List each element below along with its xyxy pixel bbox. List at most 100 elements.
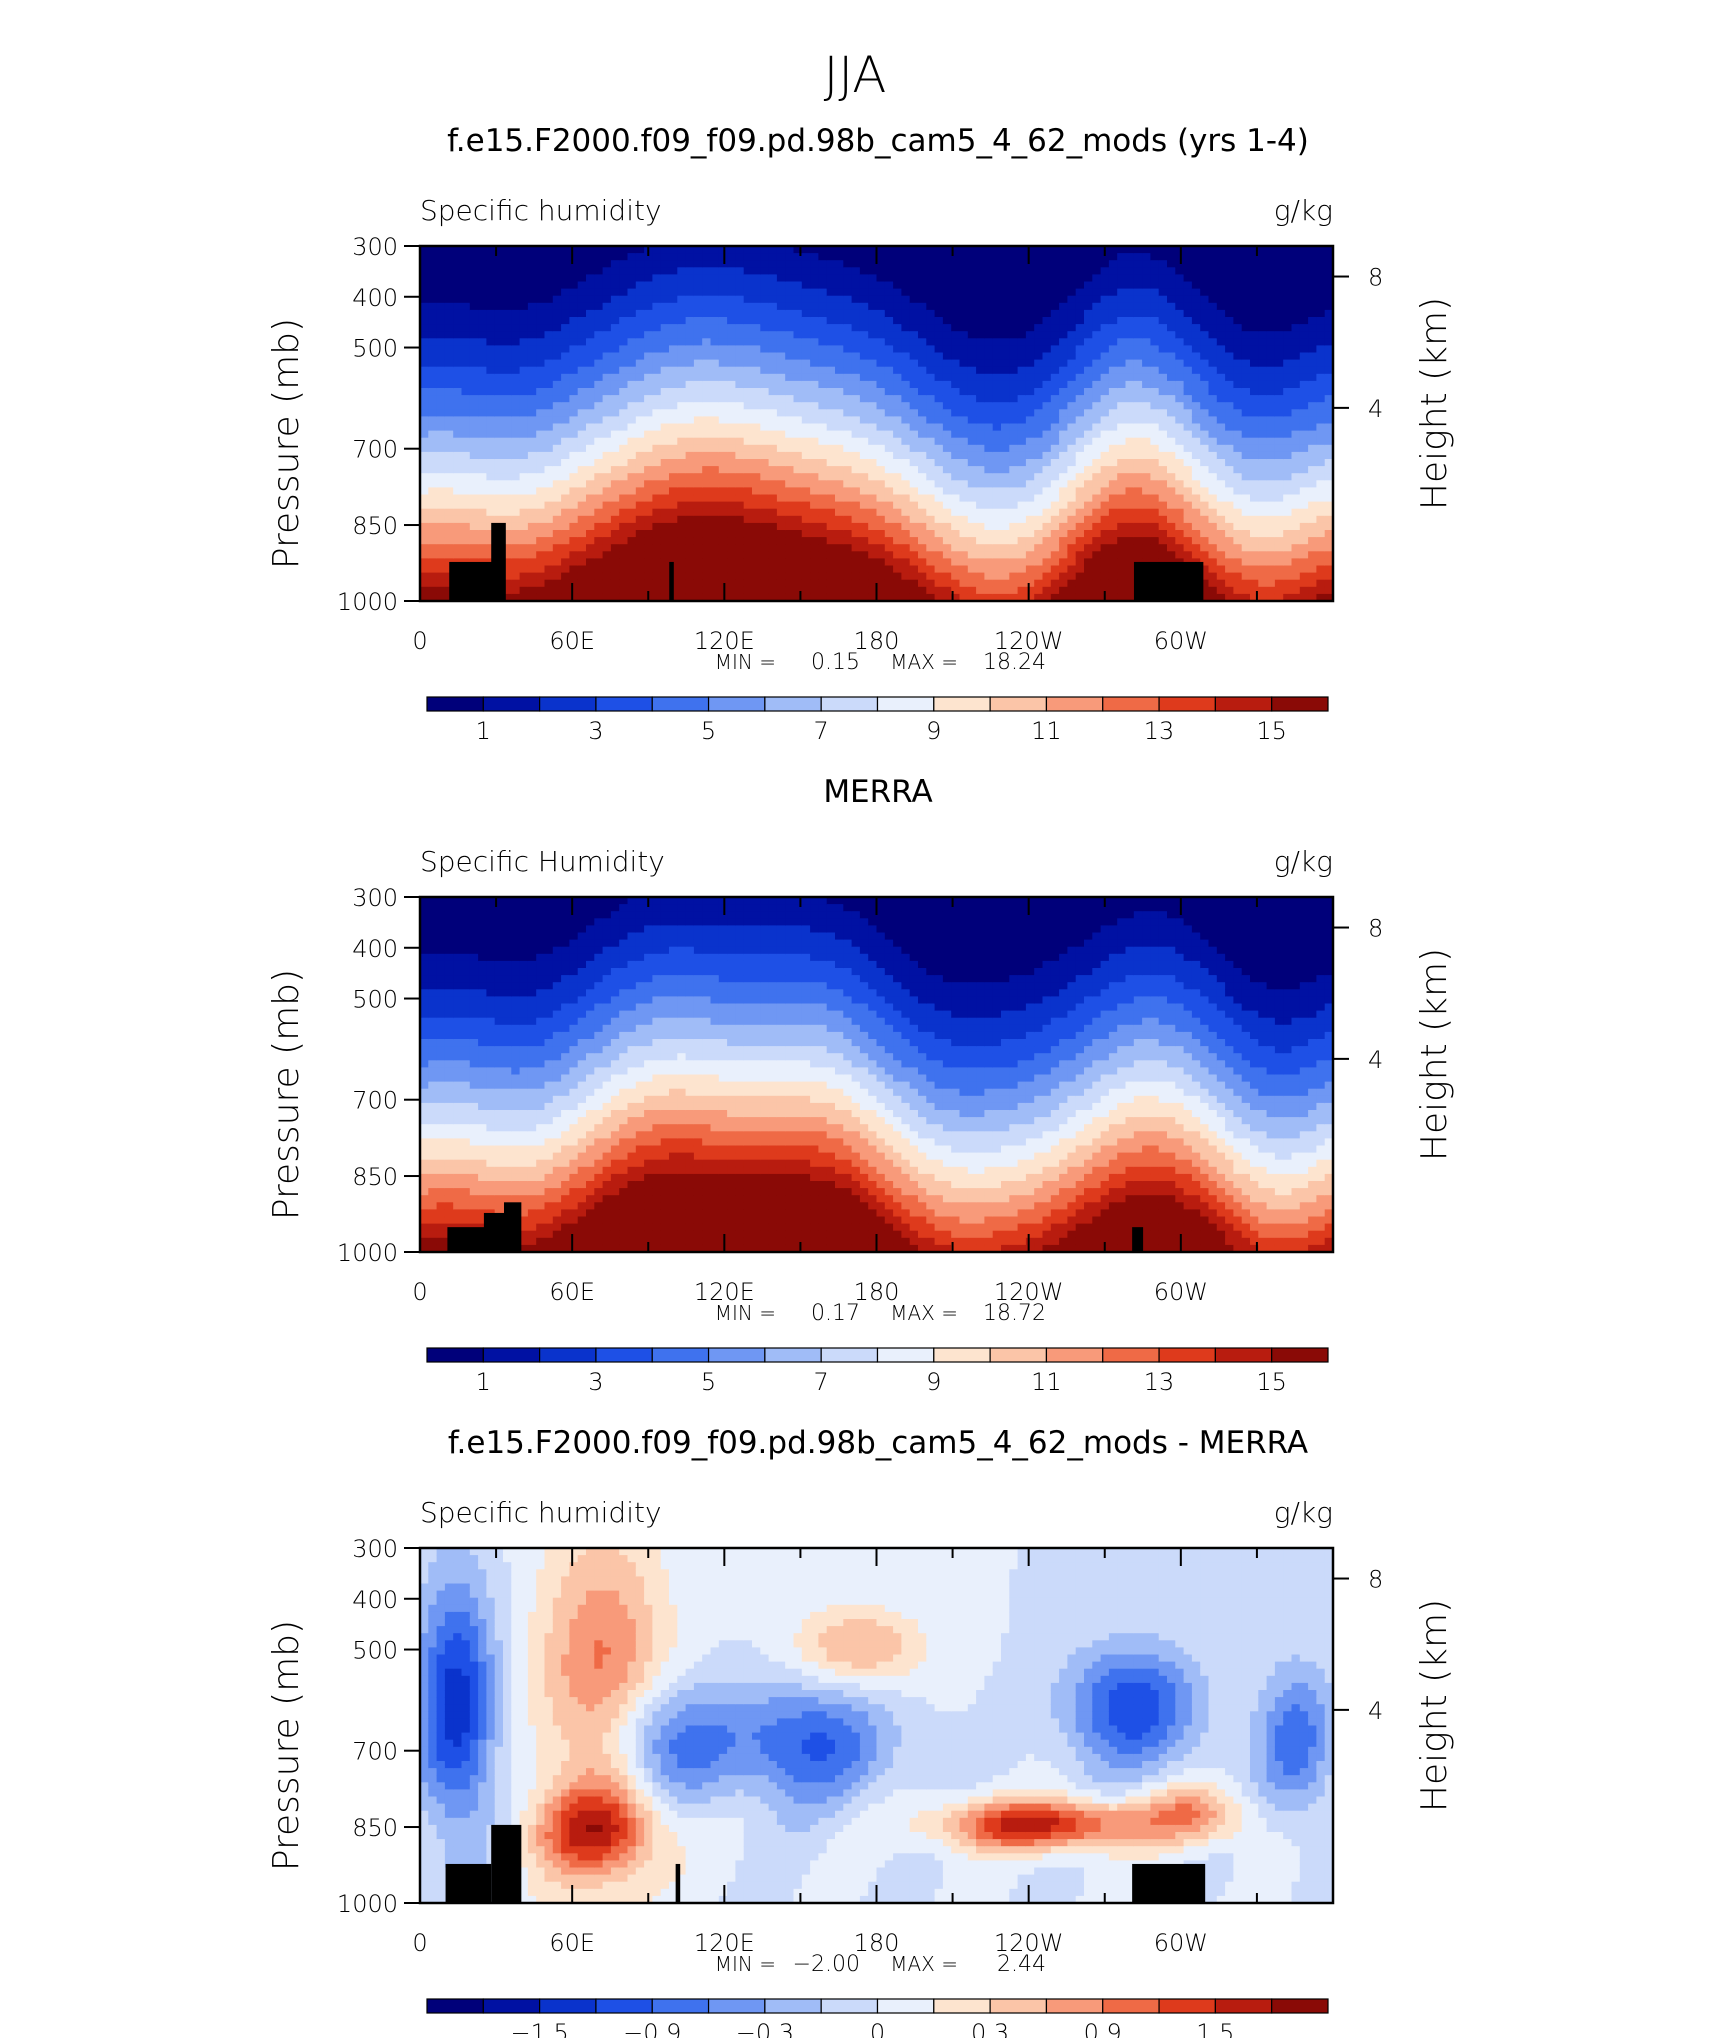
field-cell: [511, 537, 521, 545]
field-cell: [776, 551, 786, 559]
field-cell: [1191, 302, 1201, 311]
field-cell: [934, 515, 944, 524]
field-cell: [1108, 260, 1118, 268]
field-cell: [652, 380, 662, 389]
field-cell: [461, 352, 471, 361]
field-cell: [951, 515, 961, 524]
field-cell: [453, 402, 463, 410]
field-cell: [436, 373, 446, 382]
field-cell: [577, 416, 587, 425]
field-cell: [951, 324, 961, 332]
field-cell: [918, 253, 927, 261]
field-cell: [835, 281, 844, 290]
field-cell: [967, 572, 977, 581]
field-cell: [685, 260, 695, 268]
field-cell: [1241, 253, 1251, 261]
field-cell: [702, 274, 712, 283]
field-cell: [752, 288, 761, 297]
field-cell: [918, 508, 927, 517]
field-cell: [693, 473, 703, 481]
field-cell: [1100, 501, 1110, 510]
field-cell: [519, 324, 529, 332]
field-cell: [810, 366, 819, 375]
field-cell: [1133, 324, 1143, 332]
field-cell: [519, 267, 529, 275]
field-cell: [810, 295, 819, 304]
field-cell: [536, 359, 546, 368]
field-cell: [992, 302, 1002, 311]
field-cell: [1191, 551, 1201, 559]
field-cell: [843, 345, 853, 354]
field-cell: [901, 359, 911, 368]
field-cell: [436, 480, 446, 488]
field-cell: [926, 380, 936, 389]
field-cell: [752, 530, 761, 538]
field-cell: [544, 373, 554, 382]
field-cell: [453, 444, 463, 453]
field-cell: [444, 253, 454, 261]
field-cell: [818, 302, 828, 311]
field-cell: [461, 281, 471, 290]
field-cell: [511, 586, 521, 595]
field-cell: [478, 494, 487, 503]
field-cell: [561, 480, 570, 488]
field-cell: [1142, 544, 1151, 552]
field-cell: [1084, 331, 1093, 339]
field-cell: [826, 402, 836, 410]
field-cell: [478, 501, 487, 510]
field-cell: [420, 558, 429, 567]
field-cell: [1233, 309, 1243, 318]
field-cell: [677, 352, 687, 361]
field-cell: [660, 437, 670, 446]
field-cell: [436, 466, 446, 474]
field-cell: [1167, 380, 1176, 389]
field-cell: [685, 480, 695, 488]
field-cell: [851, 473, 861, 481]
field-cell: [826, 444, 836, 453]
field-cell: [1200, 487, 1210, 496]
field-cell: [884, 324, 894, 332]
field-cell: [544, 402, 554, 410]
field-cell: [594, 402, 604, 410]
field-cell: [1125, 459, 1135, 467]
field-cell: [859, 345, 869, 354]
field-cell: [544, 437, 554, 446]
field-cell: [594, 338, 604, 346]
field-cell: [511, 544, 521, 552]
field-cell: [660, 246, 670, 254]
field-cell: [453, 317, 463, 325]
field-cell: [511, 487, 521, 496]
field-cell: [909, 565, 919, 574]
field-cell: [420, 459, 429, 467]
field-cell: [569, 537, 579, 545]
field-cell: [710, 508, 720, 517]
field-cell: [1216, 565, 1226, 574]
field-cell: [909, 544, 919, 552]
field-cell: [810, 253, 819, 261]
field-cell: [1191, 530, 1201, 538]
field-cell: [884, 451, 894, 460]
field-cell: [851, 302, 861, 311]
field-cell: [984, 423, 994, 432]
field-cell: [810, 501, 819, 510]
field-cell: [959, 380, 969, 389]
field-cell: [901, 451, 911, 460]
field-cell: [801, 423, 811, 432]
field-cell: [1200, 338, 1210, 346]
field-cell: [1059, 388, 1068, 396]
field-cell: [610, 473, 620, 481]
field-cell: [859, 416, 869, 425]
field-cell: [1075, 260, 1085, 268]
field-cell: [561, 380, 570, 389]
field-cell: [1200, 593, 1210, 602]
field-cell: [785, 501, 795, 510]
field-cell: [1050, 246, 1060, 254]
field-cell: [436, 579, 446, 588]
field-cell: [503, 302, 512, 311]
field-cell: [1009, 331, 1019, 339]
field-cell: [469, 508, 479, 517]
field-cell: [776, 537, 786, 545]
field-cell: [436, 388, 446, 396]
field-cell: [785, 317, 795, 325]
field-cell: [594, 409, 604, 417]
